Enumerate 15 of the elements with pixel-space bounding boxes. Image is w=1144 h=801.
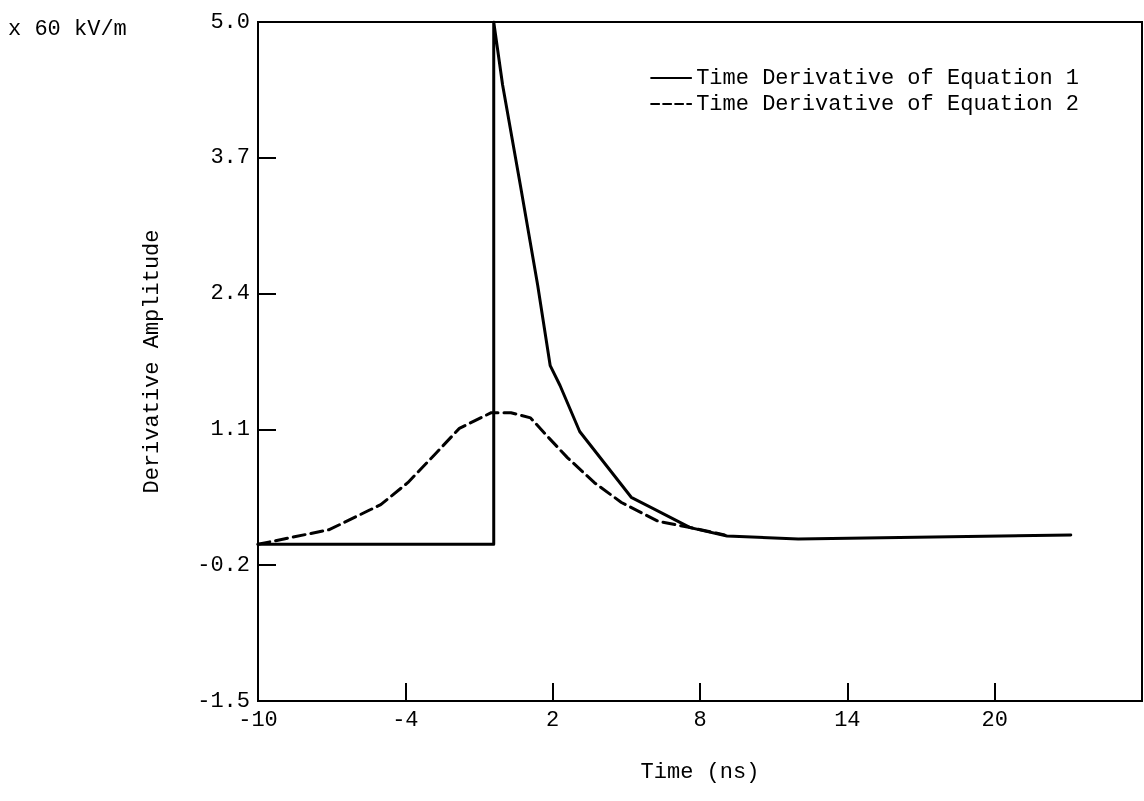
x-tick-label: 14	[834, 707, 861, 733]
legend-label: Time Derivative of Equation 2	[696, 91, 1080, 117]
y-tick-label: 5.0	[210, 9, 250, 35]
x-tick-label: -4	[392, 707, 419, 733]
y-tick-label: 1.1	[210, 416, 250, 442]
y-tick-label: -0.2	[197, 552, 250, 578]
y-axis-title: Derivative Amplitude	[139, 229, 165, 494]
legend-label: Time Derivative of Equation 1	[696, 65, 1080, 91]
x-tick-label: 20	[981, 707, 1008, 733]
x-tick-label: 2	[546, 707, 560, 733]
text: x 60 kV/m	[8, 16, 127, 42]
y-tick-label: 3.7	[210, 145, 250, 171]
y-tick-label: 2.4	[210, 281, 250, 307]
x-axis-title: Time (ns)	[640, 759, 760, 785]
x-tick-label: 8	[693, 707, 707, 733]
